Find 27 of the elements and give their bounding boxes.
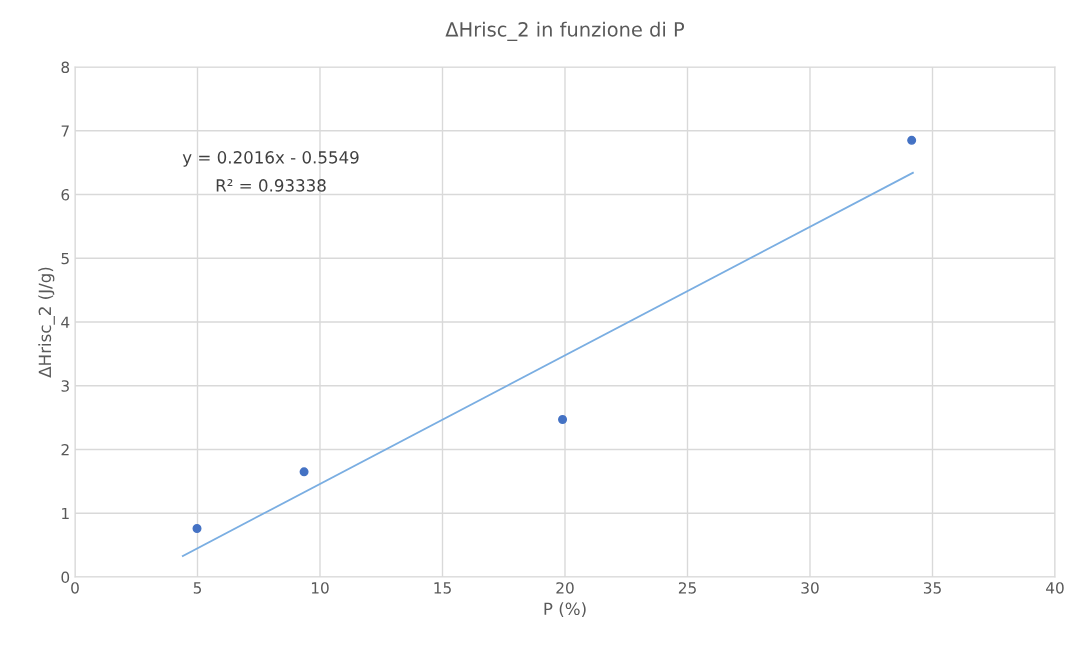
annotation: y = 0.2016x - 0.5549 (182, 151, 359, 167)
x-tick-label: 10 (311, 582, 329, 594)
y-tick-label: 0 (61, 571, 70, 584)
point (907, 135, 917, 145)
point (192, 524, 202, 534)
point (558, 415, 568, 425)
y-tick-label: 3 (61, 380, 69, 392)
y-tick-label: 4 (61, 316, 70, 328)
x-tick-label: 35 (923, 582, 941, 594)
x-axis-title: P (%) (544, 602, 586, 618)
x-tick-label: 0 (71, 582, 79, 594)
y-tick-label: 2 (61, 443, 69, 456)
point (299, 467, 309, 477)
x-tick-label: 20 (556, 582, 574, 594)
y-tick-label: 6 (61, 188, 70, 201)
x-tick-label: 40 (1046, 582, 1064, 594)
x-tick-label: 5 (193, 582, 202, 594)
y-tick-label: 1 (62, 507, 69, 520)
y-axis-title: ΔHrisc_2 (J/g) (38, 267, 55, 378)
x-tick-label: 15 (434, 582, 451, 594)
annotation: R² = 0.93338 (216, 179, 326, 192)
chart-title: ΔHrisc_2 in funzione di P (445, 21, 685, 42)
y-tick-label: 5 (61, 252, 69, 265)
x-tick-label: 25 (678, 582, 696, 594)
x-tick-label: 30 (801, 582, 819, 594)
y-tick-label: 8 (61, 61, 70, 74)
y-tick-label: 7 (61, 125, 69, 137)
